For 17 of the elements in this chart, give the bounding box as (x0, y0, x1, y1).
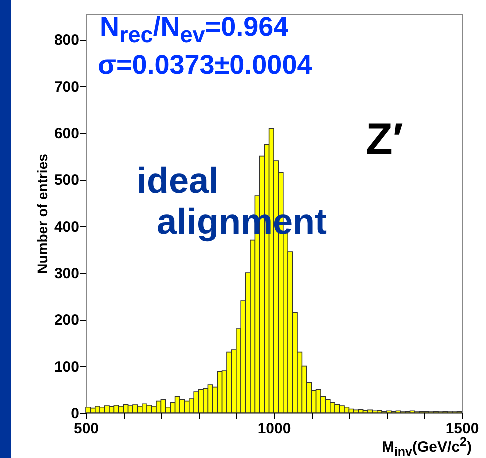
y-tick-label: 200 (54, 312, 80, 330)
y-tick-label: 500 (54, 172, 80, 190)
y-tick-label: 400 (54, 218, 80, 236)
y-axis-title: Number of entries (34, 154, 50, 274)
x-tick-label: 500 (74, 420, 100, 438)
y-tick-label: 600 (54, 126, 80, 142)
x-axis-title: M$_{inv}$(GeV/c$^{2}$) (382, 435, 472, 458)
annotation: Z′ (366, 115, 404, 164)
x-tick-label: 1000 (258, 420, 292, 438)
y-tick-label: 100 (54, 358, 80, 376)
x-tick-label: 1500 (446, 420, 480, 438)
annotation: N$_{rec}$/N$_{ev}$=0.964 (100, 12, 289, 48)
y-tick-label: 800 (54, 32, 80, 50)
annotation: σ=0.0373±0.0004 (98, 50, 312, 80)
y-tick-label: 0 (71, 406, 80, 422)
y-tick-label: 300 (54, 266, 80, 282)
y-tick-label: 700 (54, 78, 80, 96)
